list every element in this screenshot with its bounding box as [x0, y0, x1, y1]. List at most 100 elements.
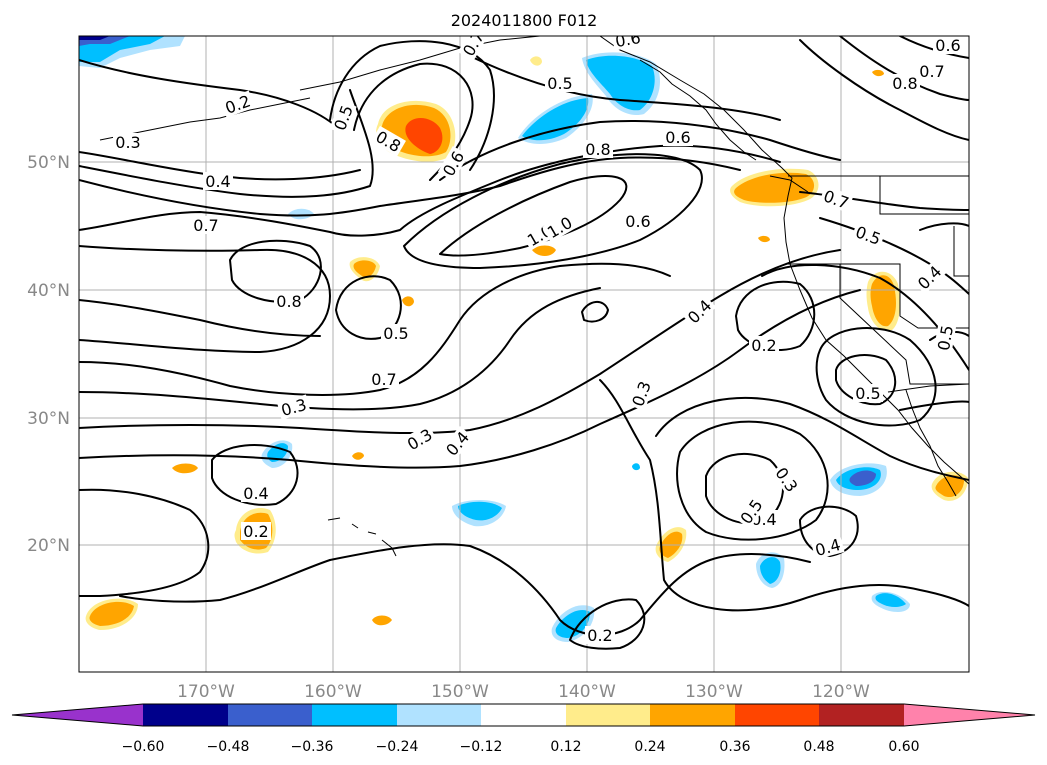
coastlines: [99, 36, 969, 557]
negative-anomaly-patch: [288, 208, 314, 220]
positive-anomaly-patch: [734, 172, 815, 203]
lat-label: 50°N: [27, 153, 70, 173]
hawaii-islands: [327, 517, 397, 557]
contour-line: [569, 598, 646, 650]
contour-line: [119, 559, 331, 603]
negative-anomaly-patch: [79, 36, 110, 40]
contour-label: 0.5: [933, 321, 957, 355]
contour-label-text: 0.8: [892, 74, 917, 93]
canada-coast: [639, 59, 757, 161]
colorbar-segment: [397, 704, 481, 726]
contour-label-background: [203, 172, 233, 190]
lon-label: 130°W: [685, 682, 743, 702]
contour-line: [676, 420, 829, 541]
contour-label: 0.7: [369, 370, 399, 389]
latitude-labels: 50°N 40°N 30°N 20°N: [27, 153, 70, 556]
contour-line: [79, 144, 781, 237]
contour-line: [919, 222, 969, 231]
contour-line: [403, 153, 703, 269]
negative-anomaly-patch: [267, 443, 288, 462]
contour-line: [79, 156, 741, 217]
colorbar-tick: −0.24: [376, 739, 419, 755]
contour-label: 0.8: [274, 292, 304, 311]
positive-anomaly-patch: [935, 475, 964, 498]
contour-label-text: 0.7: [919, 62, 944, 81]
lat-label: 20°N: [27, 536, 70, 556]
contour-line: [599, 379, 969, 612]
negative-anomaly-patch: [760, 557, 781, 584]
colorbar-segment: [312, 704, 397, 726]
contour-label-text: 0.5: [383, 324, 408, 343]
contour-label-background: [329, 100, 357, 135]
contour-label-text: 0.6: [625, 212, 650, 231]
contour-line: [799, 39, 969, 141]
contour-line: [211, 444, 299, 506]
contour-line: [229, 239, 322, 303]
contour-label-background: [933, 321, 957, 355]
map-title: 2024011800 F012: [451, 11, 598, 30]
contour-line: [799, 505, 859, 557]
contour-label-background: [853, 384, 883, 402]
contour-label-text: 0.2: [587, 626, 612, 645]
contour-label-text: 0.8: [585, 140, 610, 159]
contour-label-background: [371, 125, 406, 157]
contour-label-background: [402, 423, 437, 455]
positive-anomaly-patch: [353, 260, 376, 278]
colorbar-ticks: −0.60 −0.48 −0.36 −0.24 −0.12 0.12 0.24 …: [122, 739, 920, 755]
contour-line: [469, 55, 781, 121]
contour-label: 0.6: [623, 212, 653, 231]
contour-label-background: [220, 90, 255, 118]
contour-label: 0.6: [611, 36, 645, 51]
positive-anomaly-patch: [352, 452, 364, 460]
contour-line: [79, 299, 321, 337]
contour-label-background: [113, 133, 143, 151]
contour-label-background: [611, 36, 645, 51]
contour-label: 0.8: [890, 74, 920, 93]
alaska-coast: [299, 36, 541, 91]
us-state-line: [953, 226, 969, 277]
contour-label-background: [917, 62, 947, 80]
contour-line: [329, 40, 495, 171]
contour-label: 0.2: [585, 626, 615, 645]
contour-label-background: [437, 146, 469, 181]
contour-label-text: 0.3: [115, 133, 140, 152]
negative-anomaly-patch: [849, 470, 876, 486]
contour-label: 0.7: [191, 216, 221, 235]
map-panel: 0.30.2 0.50.70.50.60.80.6 0.81.00.80.70.60…: [79, 36, 969, 672]
contour-label-background: [583, 140, 613, 158]
contour-line: [79, 89, 374, 198]
contour-line: [899, 36, 969, 59]
contour-label-text: 0.5: [855, 384, 880, 403]
contour-label: 0.4: [203, 172, 233, 191]
us-state-line: [839, 264, 969, 385]
colorbar-tick: −0.12: [460, 739, 503, 755]
contour-label-text: 0.4: [243, 484, 268, 503]
contour-label-text: 0.2: [751, 336, 776, 355]
contour-line: [899, 400, 969, 411]
colorbar-tick: 0.60: [888, 739, 919, 755]
contour-line: [79, 59, 341, 131]
contour-label-background: [663, 128, 693, 146]
colorbar-outline: [11, 703, 1036, 727]
contour-label-background: [381, 324, 411, 342]
contour-label-background: [810, 534, 845, 560]
north-america-coast: [599, 36, 969, 485]
contour-label-background: [542, 211, 577, 243]
contour-label: 0.2: [241, 522, 271, 541]
positive-anomaly-patch: [758, 235, 770, 243]
contour-label-background: [912, 260, 947, 295]
colorbar-segment: [650, 704, 735, 726]
contour-line: [79, 245, 331, 353]
positive-anomaly-patch: [372, 615, 392, 626]
contour-label-background: [749, 336, 779, 354]
contour-label-background: [851, 221, 886, 249]
contour-label: 0.6: [663, 128, 693, 147]
contour-label-background: [890, 74, 920, 92]
contour-label-background: [933, 36, 963, 54]
contour-label: 0.8: [583, 140, 613, 159]
contour-label-background: [735, 493, 768, 529]
us-state-line: [786, 263, 969, 329]
contour-line: [839, 36, 969, 101]
contour-line: [835, 354, 896, 406]
